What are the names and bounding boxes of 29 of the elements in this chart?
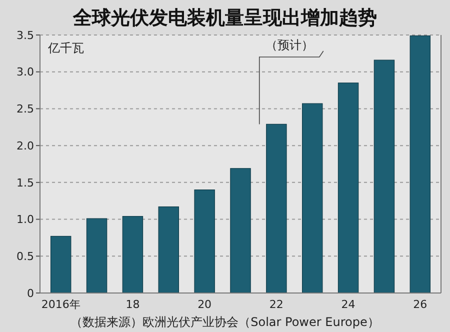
chart-title: 全球光伏发电装机量呈现出增加趋势 <box>72 7 377 29</box>
y-tick-label: 2.0 <box>16 139 34 152</box>
y-tick-label: 1.5 <box>16 176 34 190</box>
bar <box>410 35 431 294</box>
bar <box>302 103 323 294</box>
bar <box>230 168 251 294</box>
y-tick-label: 3.5 <box>16 28 34 42</box>
bar <box>194 190 215 294</box>
annotation: （预计） <box>265 38 314 52</box>
x-tick-label: 2016年 <box>41 298 80 311</box>
x-tick-label: 18 <box>126 298 140 311</box>
bar <box>86 218 108 294</box>
x-tick-label: 20 <box>198 298 212 311</box>
bar <box>266 124 287 294</box>
y-axis-title: 亿千瓦 <box>47 41 84 55</box>
text: （数据来源）欧洲光伏产业协会（Solar Power Europe） <box>70 315 380 329</box>
bar <box>122 216 144 294</box>
x-tick-label: 26 <box>413 298 428 311</box>
bar <box>338 82 359 294</box>
y-tick-label: 0.5 <box>16 250 34 263</box>
y-tick-label: 0 <box>27 286 34 300</box>
bar <box>50 236 72 294</box>
x-tick-label: 24 <box>341 298 356 311</box>
y-tick-label: 3.0 <box>16 66 34 79</box>
bar <box>374 60 395 294</box>
x-tick-label: 22 <box>269 298 284 311</box>
bar <box>158 206 179 294</box>
y-tick-label: 2.5 <box>16 102 34 116</box>
y-tick-label: 1.0 <box>16 213 34 226</box>
